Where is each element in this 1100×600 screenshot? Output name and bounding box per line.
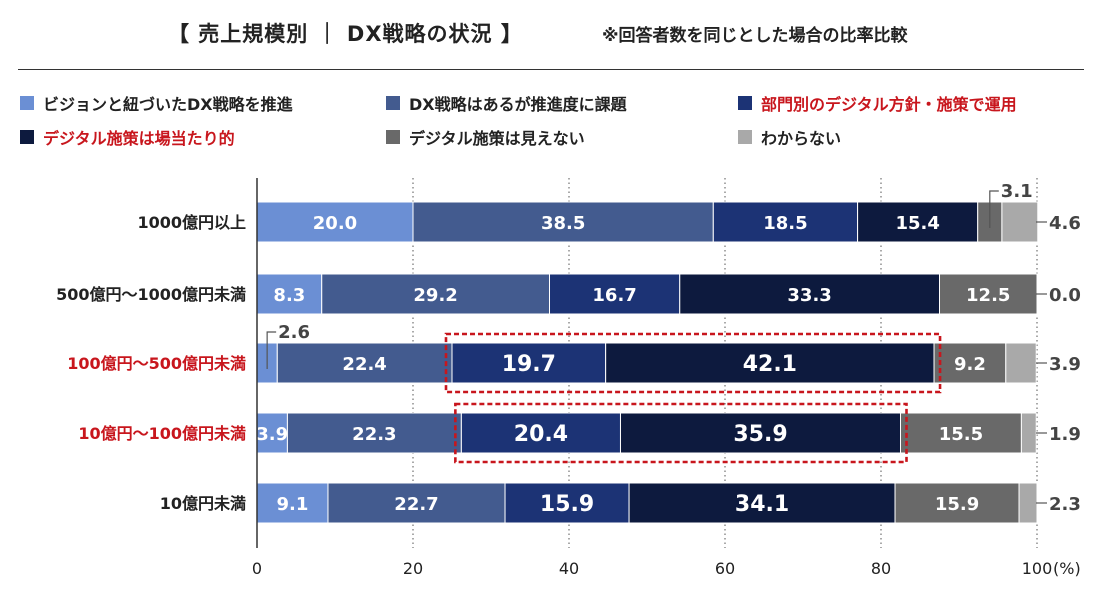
data-label: 1.9 xyxy=(1049,424,1081,445)
bar-segment xyxy=(1018,482,1038,524)
chart-subtitle: ※回答者数を同じとした場合の比率比較 xyxy=(602,26,908,46)
data-label: 15.9 xyxy=(540,492,594,517)
data-label: 20.0 xyxy=(313,213,357,234)
legend-label: DX戦略はあるが推進度に課題 xyxy=(409,95,627,114)
data-label: 29.2 xyxy=(413,285,457,306)
callout-line xyxy=(266,331,277,369)
data-label: 2.3 xyxy=(1049,494,1081,515)
bar-segment xyxy=(276,342,453,384)
data-label: 19.7 xyxy=(502,352,556,377)
data-label: 0.0 xyxy=(1049,285,1081,306)
legend-item-strategy-issue: DX戦略はあるが推進度に課題 xyxy=(386,91,627,115)
data-label: 15.4 xyxy=(895,213,939,234)
chart-title: 【 売上規模別 ｜ DX戦略の状況 】 xyxy=(168,22,523,46)
x-axis-unit: (%) xyxy=(1053,559,1081,578)
category-label: 500億円～1000億円未満 xyxy=(56,285,246,304)
legend-item-vision: ビジョンと紐づいたDX戦略を推進 xyxy=(20,91,293,115)
legend-item-adhoc: デジタル施策は場当たり的 xyxy=(20,125,235,149)
legend-item-unknown: わからない xyxy=(738,125,841,149)
data-label: 33.3 xyxy=(787,285,831,306)
bar-segment xyxy=(327,482,506,524)
bar-segment xyxy=(451,342,607,384)
legend-item-invisible: デジタル施策は見えない xyxy=(386,125,585,149)
category-label: 10億円～100億円未満 xyxy=(78,424,246,443)
x-tick-label: 20 xyxy=(403,559,423,578)
data-label: 42.1 xyxy=(743,352,797,377)
legend-label: デジタル施策は見えない xyxy=(409,129,585,148)
x-tick-label: 80 xyxy=(871,559,891,578)
title-divider xyxy=(18,69,1084,70)
data-label: 16.7 xyxy=(592,285,636,306)
bar-segment xyxy=(256,482,329,524)
bar-segment xyxy=(1001,201,1039,243)
data-label: 18.5 xyxy=(763,213,807,234)
data-label: 3.9 xyxy=(1049,354,1081,375)
legend-swatch xyxy=(386,96,400,110)
bar-segment xyxy=(900,412,1022,454)
x-tick-label: 60 xyxy=(715,559,735,578)
data-label: 20.4 xyxy=(514,422,568,447)
bar-segment xyxy=(628,482,896,524)
bar-segment xyxy=(256,201,414,243)
bar-segment xyxy=(460,412,621,454)
data-label: 15.9 xyxy=(935,494,979,515)
data-label: 4.6 xyxy=(1049,213,1081,234)
x-tick-label: 40 xyxy=(559,559,579,578)
data-label: 34.1 xyxy=(735,492,789,517)
bar-segment xyxy=(256,273,323,315)
data-label: 12.5 xyxy=(966,285,1010,306)
bar-segment xyxy=(605,342,935,384)
legend-label: デジタル施策は場当たり的 xyxy=(43,129,235,148)
data-label: 22.7 xyxy=(394,494,438,515)
data-label: 3.9 xyxy=(256,424,288,445)
bar-segment xyxy=(1005,342,1037,384)
title-row: 【 売上規模別 ｜ DX戦略の状況 】 ※回答者数を同じとした場合の比率比較 xyxy=(0,18,1100,54)
bar-segment xyxy=(857,201,979,243)
bar-segment xyxy=(286,412,462,454)
legend-swatch xyxy=(738,96,752,110)
legend-label: 部門別のデジタル方針・施策で運用 xyxy=(761,95,1017,114)
legend-swatch xyxy=(386,130,400,144)
bar-segment xyxy=(1020,412,1037,454)
data-label: 38.5 xyxy=(541,213,585,234)
bar-segment xyxy=(619,412,901,454)
legend-item-department: 部門別のデジタル方針・施策で運用 xyxy=(738,91,1017,115)
category-label: 1000億円以上 xyxy=(137,213,246,232)
category-label: 100億円～500億円未満 xyxy=(67,354,246,373)
data-label: 9.1 xyxy=(277,494,309,515)
legend-swatch xyxy=(738,130,752,144)
highlight-box xyxy=(444,332,942,394)
data-label: 3.1 xyxy=(1001,181,1033,202)
data-label: 22.4 xyxy=(342,354,386,375)
data-label: 35.9 xyxy=(733,422,787,447)
data-label: 9.2 xyxy=(954,354,986,375)
bar-segment xyxy=(933,342,1007,384)
legend-label: ビジョンと紐づいたDX戦略を推進 xyxy=(43,95,293,114)
bar-segment xyxy=(504,482,630,524)
data-label: 2.6 xyxy=(278,322,310,343)
data-label: 22.3 xyxy=(352,424,396,445)
bar-segment xyxy=(894,482,1020,524)
bar-segment xyxy=(549,273,681,315)
category-label: 10億円未満 xyxy=(160,494,246,513)
legend-swatch xyxy=(20,96,34,110)
legend-label: わからない xyxy=(761,129,842,148)
bar-segment xyxy=(412,201,714,243)
legend-swatch xyxy=(20,130,34,144)
bar-segment xyxy=(939,273,1038,315)
callout-line xyxy=(989,190,999,228)
data-label: 15.5 xyxy=(939,424,983,445)
highlight-box xyxy=(454,402,908,464)
data-label: 8.3 xyxy=(273,285,305,306)
x-tick-label: 100 xyxy=(1022,559,1053,578)
x-tick-label: 0 xyxy=(252,559,262,578)
